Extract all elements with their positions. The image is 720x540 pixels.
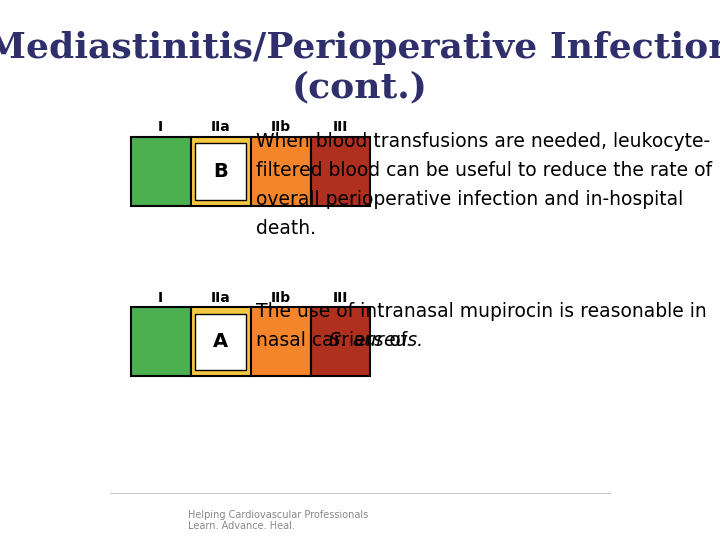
Text: S. aureus.: S. aureus. bbox=[329, 331, 423, 350]
Text: filtered blood can be useful to reduce the rate of: filtered blood can be useful to reduce t… bbox=[256, 161, 712, 180]
Text: I: I bbox=[158, 291, 163, 305]
Text: nasal carriers of: nasal carriers of bbox=[256, 331, 413, 350]
FancyBboxPatch shape bbox=[191, 137, 251, 206]
Text: IIa: IIa bbox=[211, 291, 230, 305]
Text: Learn. Advance. Heal.: Learn. Advance. Heal. bbox=[188, 521, 295, 531]
Text: I: I bbox=[158, 120, 163, 134]
FancyBboxPatch shape bbox=[251, 307, 310, 376]
Text: IIa: IIa bbox=[211, 120, 230, 134]
Text: III: III bbox=[333, 120, 348, 134]
Text: IIb: IIb bbox=[271, 120, 291, 134]
FancyBboxPatch shape bbox=[310, 137, 370, 206]
Text: IIb: IIb bbox=[271, 291, 291, 305]
Text: When blood transfusions are needed, leukocyte-: When blood transfusions are needed, leuk… bbox=[256, 132, 710, 151]
Text: overall perioperative infection and in-hospital: overall perioperative infection and in-h… bbox=[256, 190, 683, 209]
Text: A: A bbox=[213, 332, 228, 352]
Text: III: III bbox=[333, 291, 348, 305]
FancyBboxPatch shape bbox=[131, 137, 191, 206]
FancyBboxPatch shape bbox=[251, 137, 310, 206]
Text: B: B bbox=[213, 162, 228, 181]
Text: The use of intranasal mupirocin is reasonable in: The use of intranasal mupirocin is reaso… bbox=[256, 302, 706, 321]
Text: death.: death. bbox=[256, 219, 316, 239]
Text: Mediastinitis/Perioperative Infection: Mediastinitis/Perioperative Infection bbox=[0, 31, 720, 65]
FancyBboxPatch shape bbox=[195, 144, 246, 200]
FancyBboxPatch shape bbox=[310, 307, 370, 376]
Text: Helping Cardiovascular Professionals: Helping Cardiovascular Professionals bbox=[188, 510, 369, 519]
Text: (cont.): (cont.) bbox=[292, 71, 428, 105]
FancyBboxPatch shape bbox=[191, 307, 251, 376]
FancyBboxPatch shape bbox=[195, 314, 246, 370]
FancyBboxPatch shape bbox=[131, 307, 191, 376]
